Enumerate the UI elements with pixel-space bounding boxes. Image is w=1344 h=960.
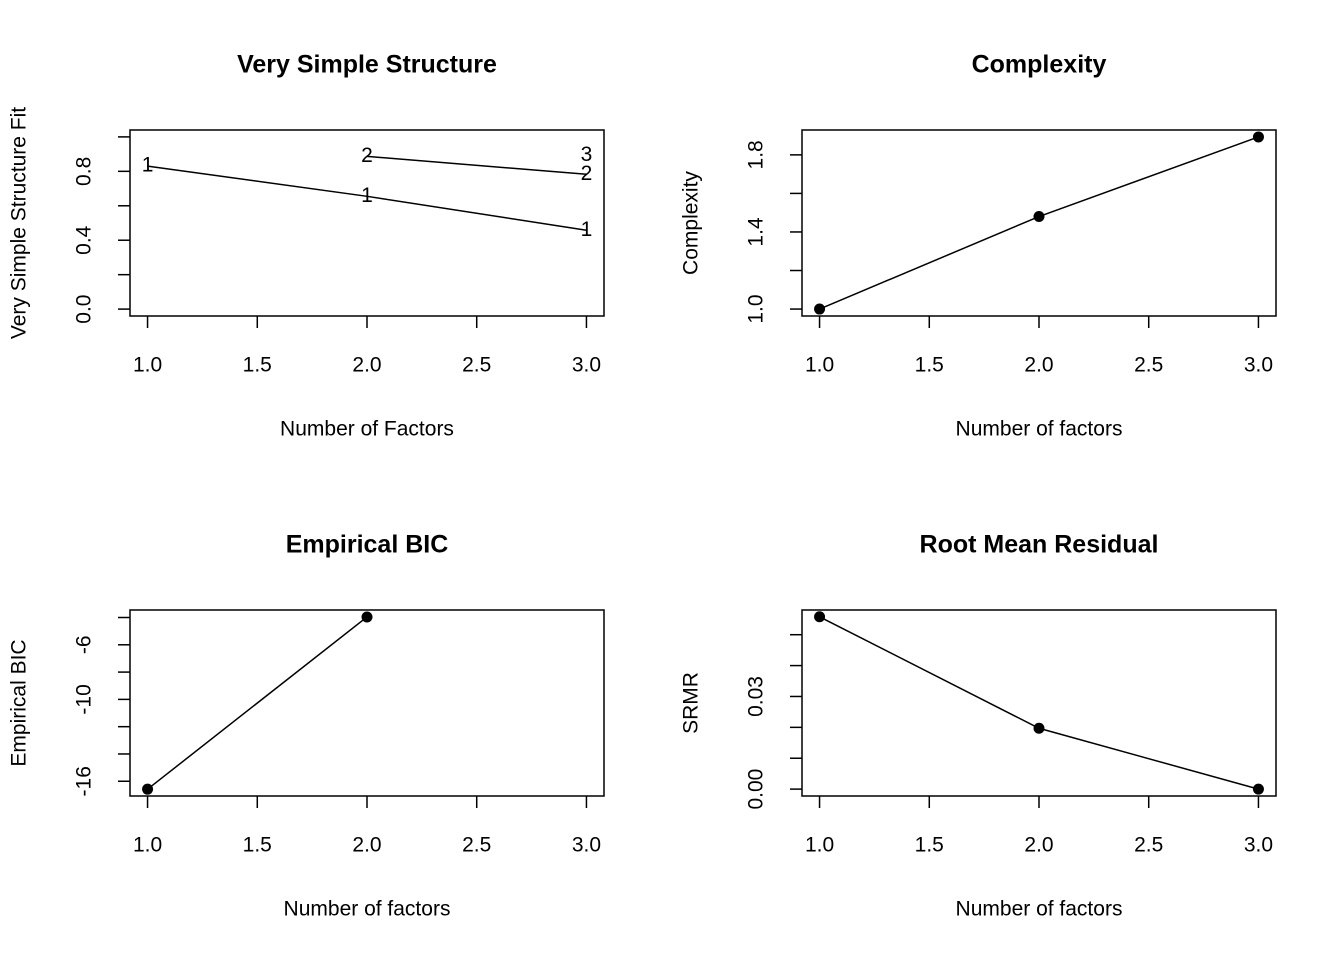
y-axis-label: SRMR: [680, 672, 703, 734]
point-label: 3: [581, 143, 593, 166]
x-tick-label: 2.5: [1134, 354, 1163, 377]
y-tick-label: -16: [73, 766, 96, 796]
point-label: 1: [581, 218, 593, 241]
x-tick-label: 2.5: [462, 354, 491, 377]
x-tick-label: 1.5: [243, 354, 272, 377]
y-tick-label: 0.03: [745, 676, 768, 717]
x-axis-label: Number of Factors: [280, 418, 454, 441]
point-label: 1: [361, 184, 373, 207]
point: [1252, 783, 1264, 795]
x-tick-label: 1.0: [133, 834, 162, 857]
x-tick-label: 2.5: [1134, 834, 1163, 857]
chart-title: Root Mean Residual: [920, 531, 1159, 559]
y-tick-label: 1.8: [745, 140, 768, 169]
chart-title: Complexity: [972, 51, 1107, 79]
x-tick-label: 2.0: [1024, 834, 1053, 857]
y-axis-label: Empirical BIC: [8, 639, 31, 766]
y-tick-label: 1.4: [745, 217, 768, 247]
series-line: [819, 136, 1259, 310]
x-tick-label: 2.0: [352, 354, 381, 377]
point: [814, 611, 826, 623]
x-tick-label: 3.0: [572, 354, 601, 377]
x-tick-label: 3.0: [1244, 834, 1273, 857]
y-axis-label: Complexity: [680, 171, 703, 275]
point: [142, 783, 154, 795]
series-line: [147, 616, 368, 790]
point-label: 2: [581, 162, 593, 185]
point-label: 1: [142, 154, 154, 177]
x-tick-label: 1.5: [243, 834, 272, 857]
y-tick-label: 0.00: [745, 769, 768, 810]
x-tick-label: 2.0: [352, 834, 381, 857]
series-line: [147, 165, 587, 231]
x-axis-label: Number of factors: [956, 418, 1123, 441]
x-tick-label: 1.0: [133, 354, 162, 377]
panel: Complexity Number of factors Complexity 1.0…: [680, 51, 1277, 441]
x-axis-label: Number of factors: [284, 898, 451, 921]
x-tick-label: 1.0: [805, 834, 834, 857]
point-label: 2: [361, 144, 373, 167]
y-tick-label: 1.0: [745, 294, 768, 323]
point: [1033, 211, 1045, 223]
point: [1252, 131, 1264, 143]
series-line: [819, 616, 1259, 790]
x-tick-label: 3.0: [572, 834, 601, 857]
series-line: [366, 155, 587, 176]
point: [1033, 722, 1045, 734]
y-axis-label: Very Simple Structure Fit: [8, 107, 31, 339]
plot-frame: [801, 129, 1277, 317]
y-tick-label: 0.8: [73, 157, 96, 186]
point: [814, 303, 826, 315]
x-tick-label: 2.5: [462, 834, 491, 857]
chart-title: Empirical BIC: [286, 531, 449, 559]
x-tick-label: 2.0: [1024, 354, 1053, 377]
x-tick-label: 3.0: [1244, 354, 1273, 377]
x-tick-label: 1.5: [915, 834, 944, 857]
point: [361, 611, 373, 623]
x-axis-label: Number of factors: [956, 898, 1123, 921]
y-tick-label: 0.0: [73, 295, 96, 324]
plot-frame: [801, 609, 1277, 797]
y-tick-label: 0.4: [73, 225, 96, 255]
chart-title: Very Simple Structure: [237, 51, 497, 79]
y-tick-label: -10: [73, 684, 96, 714]
panel: Root Mean Residual Number of factors SRMR 1…: [680, 531, 1277, 921]
panel: Very Simple Structure Number of Factors Ve…: [8, 51, 605, 441]
x-tick-label: 1.5: [915, 354, 944, 377]
y-tick-label: -6: [73, 635, 96, 654]
x-tick-label: 1.0: [805, 354, 834, 377]
plot-frame: [129, 609, 605, 797]
panel: Empirical BIC Number of factors Empirical …: [8, 531, 605, 921]
